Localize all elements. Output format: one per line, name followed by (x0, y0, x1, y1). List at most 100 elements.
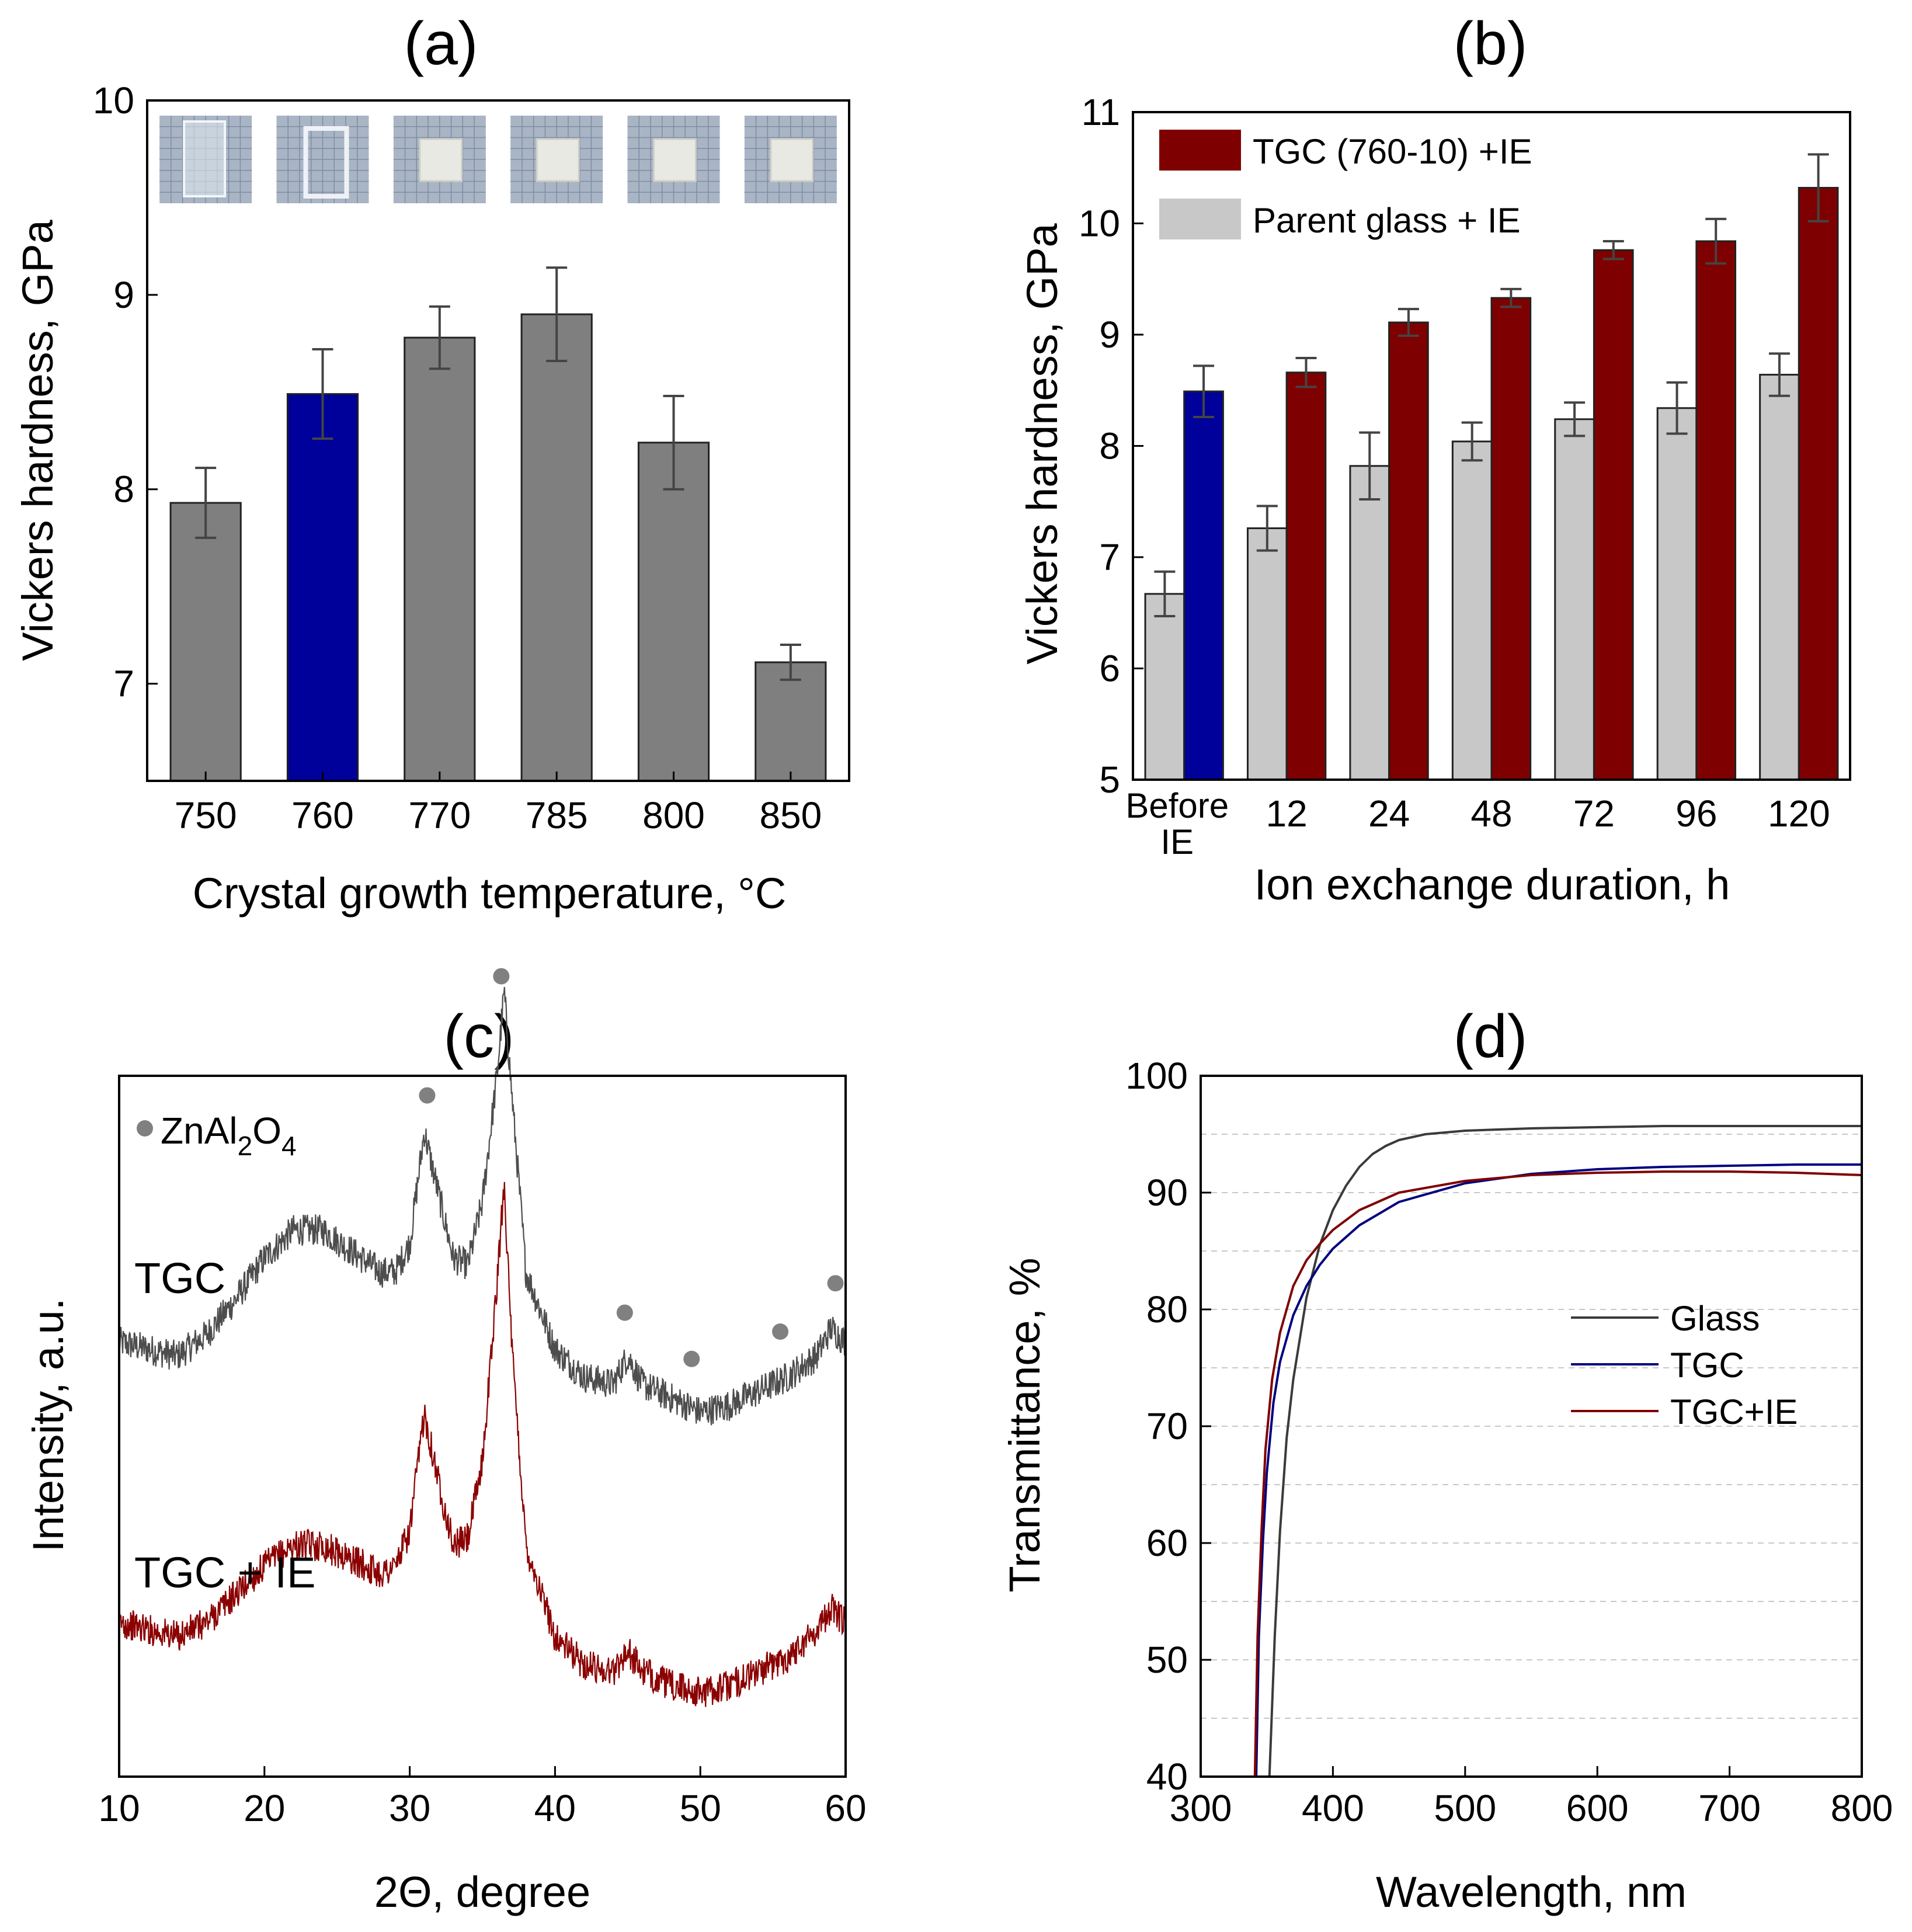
y-tick-100: 100 (1125, 1055, 1188, 1097)
bar-750 (169, 502, 242, 782)
x-tick-96: 96 (1675, 793, 1717, 835)
x-ticks: 10 20 30 40 50 60 (98, 1766, 867, 1829)
sample-photo-750 (159, 116, 252, 203)
legend-swatch-tgc (1159, 130, 1241, 171)
panel-c-label: (c) (443, 1003, 514, 1071)
panel-a-label: (a) (404, 10, 478, 78)
x-tick-400: 400 (1302, 1787, 1364, 1829)
peak-markers (419, 968, 844, 1367)
panel-b-label: (b) (1453, 10, 1527, 78)
xrd-curve-0 (118, 986, 847, 1426)
phase-legend: ZnAl2O4 (137, 1110, 297, 1161)
y-tick-90: 90 (1146, 1172, 1188, 1214)
y-tick-70: 70 (1146, 1405, 1188, 1447)
x-tick-30: 30 (389, 1787, 430, 1829)
y-ticks: 7 8 9 10 (93, 79, 158, 705)
x-axis-label: 2Θ, degree (374, 1868, 590, 1916)
sample-piece (770, 138, 814, 182)
x-tick-12: 12 (1266, 793, 1308, 835)
error-bars (1154, 153, 1829, 617)
sample-piece (303, 126, 349, 199)
peak-marker-5 (827, 1275, 844, 1292)
sample-photo-760 (276, 116, 369, 203)
plot-frame (118, 1075, 847, 1778)
legend-label-tgc-ie: TGC+IE (1670, 1392, 1798, 1431)
curve-Glass (1268, 1125, 1862, 1777)
y-tick-9: 9 (1099, 314, 1120, 356)
y-tick-40: 40 (1146, 1756, 1188, 1798)
x-tick-48: 48 (1470, 793, 1512, 835)
y-ticks: 40 50 60 70 80 90 100 (1125, 1055, 1211, 1798)
sample-piece (653, 138, 697, 182)
x-tick-50: 50 (680, 1787, 721, 1829)
legend-swatch-parent (1159, 199, 1241, 239)
x-ticks: 750 760 770 785 800 850 (175, 772, 822, 836)
panel-c: (c) ZnAl2O4 TGC TGC + IE 10 20 30 40 50 60 2Θ… (24, 968, 867, 1916)
panel-b: (b) TGC (760-10) +IE Parent glass + IE 5… (1018, 10, 1851, 909)
bar-760 (286, 393, 359, 782)
x-tick-500: 500 (1434, 1787, 1496, 1829)
plot-frame (146, 99, 850, 782)
xrd-curve-1 (118, 1182, 847, 1707)
x-tick-600: 600 (1566, 1787, 1629, 1829)
transmittance-curves (1253, 1125, 1862, 1777)
x-ticks: 300 400 500 600 700 800 (1170, 1766, 1893, 1829)
peak-marker-1 (493, 968, 510, 985)
x-tick-40: 40 (534, 1787, 576, 1829)
bar-parent-glass-6 (1759, 374, 1800, 781)
x-tick-72: 72 (1573, 793, 1615, 835)
legend-label-glass: Glass (1670, 1299, 1760, 1338)
legend-label-tgc: TGC (1670, 1346, 1744, 1385)
x-tick-785: 785 (526, 794, 588, 836)
y-tick-11: 11 (1082, 91, 1120, 133)
y-tick-5: 5 (1099, 759, 1120, 801)
x-axis-label: Crystal growth temperature, °C (193, 869, 787, 918)
y-tick-9: 9 (113, 274, 134, 316)
x-axis-label: Wavelength, nm (1376, 1868, 1687, 1916)
x-tick-750: 750 (175, 794, 237, 836)
xrd-curves (118, 986, 847, 1707)
x-tick-20: 20 (244, 1787, 285, 1829)
y-axis-label: Transmittance, % (1000, 1258, 1049, 1593)
panel-a: (a) 7 8 9 10 750 760 770 785 800 850 Crystal gro… (13, 10, 850, 918)
sample-piece (536, 138, 580, 182)
curve-TGC (1255, 1163, 1862, 1777)
x-tick-24: 24 (1368, 793, 1410, 835)
error-bars (195, 266, 801, 681)
curve-TGC+IE (1253, 1170, 1862, 1777)
bar-800 (637, 442, 710, 782)
sample-photo-785 (510, 116, 603, 203)
bar-tgc-1 (1285, 371, 1327, 781)
y-tick-7: 7 (113, 663, 134, 705)
x-tick-120: 120 (1768, 793, 1830, 835)
bar-parent-glass-2 (1349, 465, 1390, 781)
y-tick-6: 6 (1099, 648, 1120, 690)
sample-photo-800 (627, 116, 720, 203)
x-tick-line: IE (1160, 822, 1194, 861)
y-axis-label: Vickers hardness, GPa (1018, 223, 1066, 664)
x-tick-850: 850 (759, 794, 822, 836)
y-tick-50: 50 (1146, 1639, 1188, 1681)
bar-tgc-4 (1593, 249, 1634, 781)
bar-785 (520, 313, 593, 782)
peak-marker-4 (772, 1323, 789, 1340)
panel-d: (d) Glass TGC TGC+IE 40 50 60 70 80 90 100 300… (1000, 1003, 1893, 1916)
x-tick-10: 10 (98, 1787, 140, 1829)
x-tick-760: 760 (291, 794, 354, 836)
y-ticks: 5 6 7 8 9 10 11 (1079, 91, 1143, 801)
y-tick-7: 7 (1099, 536, 1120, 578)
y-axis-label: Intensity, a.u. (24, 1298, 72, 1552)
bar-tgc-5 (1695, 240, 1737, 781)
x-tick-770: 770 (408, 794, 471, 836)
y-axis-label: Vickers hardness, GPa (13, 219, 62, 661)
sample-piece (183, 120, 227, 197)
bar-tgc-2 (1388, 321, 1429, 781)
legend: Glass TGC TGC+IE (1571, 1299, 1798, 1431)
legend-marker (137, 1120, 153, 1137)
peak-marker-3 (683, 1350, 700, 1367)
y-tick-80: 80 (1146, 1288, 1188, 1330)
panel-d-label: (d) (1453, 1003, 1527, 1071)
x-tick-300: 300 (1170, 1787, 1232, 1829)
series-label-tgc-ie: TGC + IE (134, 1548, 315, 1597)
